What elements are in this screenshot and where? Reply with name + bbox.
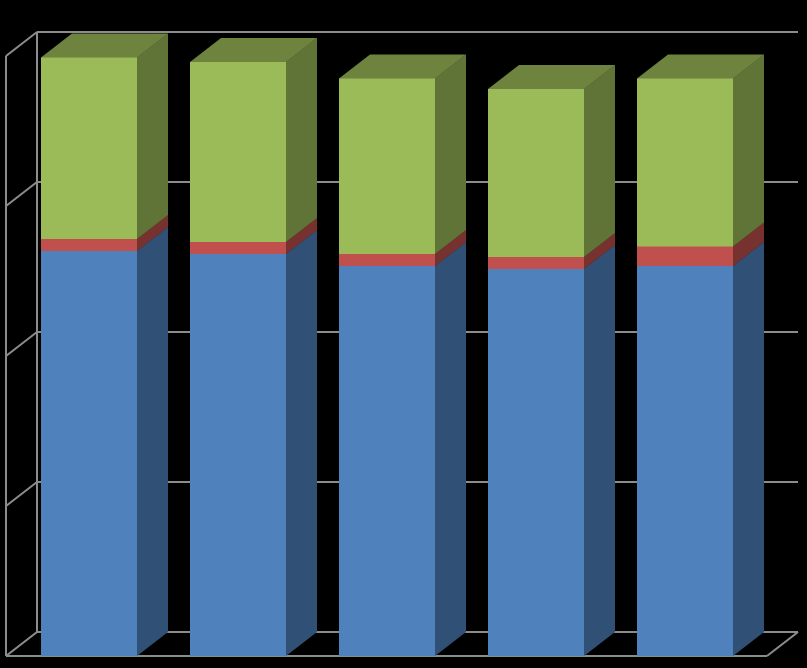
bar-segment-front bbox=[637, 78, 733, 247]
bar-segment-side bbox=[733, 222, 764, 266]
bar-segment-front bbox=[190, 62, 286, 242]
bar-top-face bbox=[637, 54, 764, 79]
bar-segment-side bbox=[733, 242, 764, 656]
bar-segment-side bbox=[137, 215, 168, 251]
bar-segment-side bbox=[584, 65, 615, 257]
bar-segment-front bbox=[488, 269, 584, 656]
bar-segment-front bbox=[190, 254, 286, 656]
floor-right-edge bbox=[766, 631, 799, 657]
bar-segment-front bbox=[488, 257, 584, 269]
bar-segment-side bbox=[435, 242, 466, 656]
bar-segment-front bbox=[339, 78, 435, 254]
bar-segment-side bbox=[584, 233, 615, 269]
side-wall-tick bbox=[5, 181, 38, 207]
bar-segment-front bbox=[339, 254, 435, 266]
bar-segment-side bbox=[286, 38, 317, 242]
bar-top-face bbox=[339, 54, 466, 79]
bar-segment-side bbox=[584, 245, 615, 656]
bar-segment-front bbox=[637, 266, 733, 656]
bar-segment-front bbox=[488, 89, 584, 257]
bar-top-face bbox=[488, 65, 615, 89]
side-wall-tick bbox=[5, 331, 38, 357]
bar-segment-front bbox=[190, 242, 286, 254]
bar-segment-side bbox=[733, 54, 764, 247]
bar-segment-side bbox=[137, 227, 168, 656]
bar-top-face bbox=[190, 38, 317, 62]
bar-segment-front bbox=[41, 239, 137, 251]
bar-segment-front bbox=[41, 57, 137, 239]
bar-segment-side bbox=[286, 230, 317, 656]
bar-top-face bbox=[41, 33, 168, 58]
bar-segment-side bbox=[435, 230, 466, 266]
bar-segment-front bbox=[637, 246, 733, 266]
side-wall-tick bbox=[5, 481, 38, 507]
bar-segment-side bbox=[137, 33, 168, 239]
bar-segment-front bbox=[339, 266, 435, 656]
side-wall-tick bbox=[5, 631, 38, 657]
bar-segment-front bbox=[41, 251, 137, 656]
side-wall-tick bbox=[5, 31, 38, 57]
bar-segment-side bbox=[286, 218, 317, 254]
bar-segment-side bbox=[435, 54, 466, 254]
